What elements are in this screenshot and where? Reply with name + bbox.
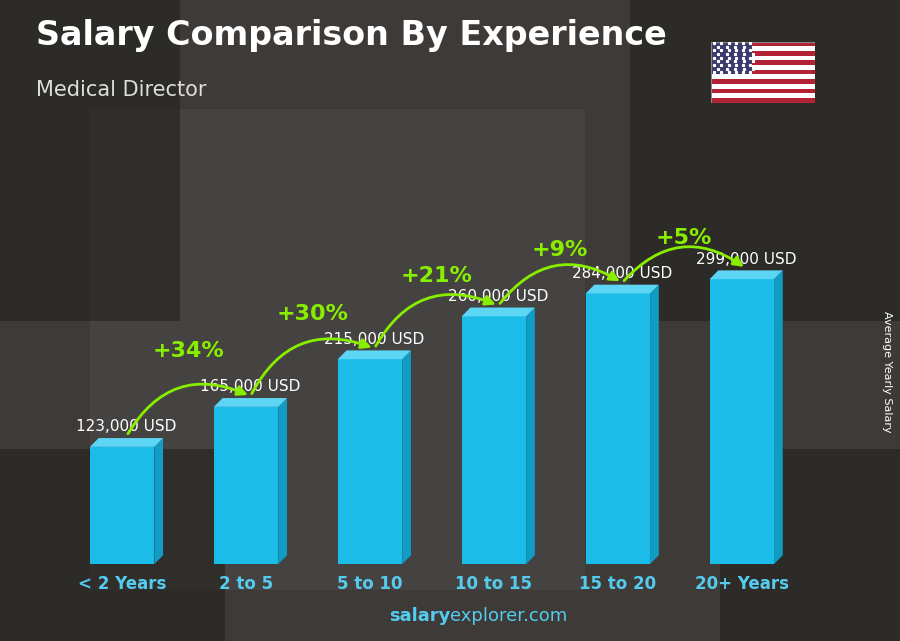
- Bar: [711, 79, 814, 84]
- Text: +34%: +34%: [153, 341, 224, 361]
- Text: 165,000 USD: 165,000 USD: [200, 379, 301, 394]
- Bar: [711, 98, 814, 103]
- Bar: [711, 84, 814, 88]
- Polygon shape: [709, 279, 774, 564]
- Text: +30%: +30%: [276, 304, 348, 324]
- Polygon shape: [462, 308, 535, 317]
- Text: Average Yearly Salary: Average Yearly Salary: [881, 311, 892, 433]
- Bar: [0, 0, 180, 320]
- Bar: [711, 42, 814, 46]
- Bar: [711, 51, 814, 56]
- Text: 284,000 USD: 284,000 USD: [572, 266, 672, 281]
- Bar: [90, 109, 585, 590]
- Text: 215,000 USD: 215,000 USD: [324, 331, 425, 347]
- Bar: [711, 46, 814, 51]
- Polygon shape: [278, 398, 287, 564]
- Bar: [720, 449, 900, 641]
- Polygon shape: [214, 407, 278, 564]
- Polygon shape: [650, 285, 659, 564]
- Bar: [711, 42, 752, 74]
- Text: salary: salary: [389, 607, 450, 625]
- Text: 123,000 USD: 123,000 USD: [76, 419, 176, 434]
- Bar: [711, 56, 814, 60]
- Bar: [711, 93, 814, 98]
- Polygon shape: [586, 294, 650, 564]
- Bar: [0, 449, 225, 641]
- Polygon shape: [338, 351, 411, 359]
- Polygon shape: [90, 447, 155, 564]
- Polygon shape: [155, 438, 163, 564]
- Bar: [711, 70, 814, 74]
- Polygon shape: [90, 438, 163, 447]
- Bar: [630, 0, 900, 320]
- Text: Medical Director: Medical Director: [36, 80, 206, 100]
- Polygon shape: [774, 271, 783, 564]
- Polygon shape: [526, 308, 535, 564]
- Text: +21%: +21%: [400, 265, 472, 286]
- Text: Salary Comparison By Experience: Salary Comparison By Experience: [36, 19, 667, 52]
- Polygon shape: [338, 359, 402, 564]
- Bar: [711, 60, 814, 65]
- Text: +9%: +9%: [532, 240, 589, 260]
- Text: explorer.com: explorer.com: [450, 607, 567, 625]
- Polygon shape: [214, 398, 287, 407]
- Polygon shape: [709, 271, 783, 279]
- Bar: [711, 74, 814, 79]
- Polygon shape: [402, 351, 411, 564]
- Polygon shape: [462, 317, 526, 564]
- Bar: [711, 88, 814, 93]
- Text: 299,000 USD: 299,000 USD: [696, 251, 796, 267]
- Text: 260,000 USD: 260,000 USD: [448, 288, 548, 304]
- Bar: [711, 65, 814, 70]
- Text: +5%: +5%: [656, 228, 713, 248]
- Polygon shape: [586, 285, 659, 294]
